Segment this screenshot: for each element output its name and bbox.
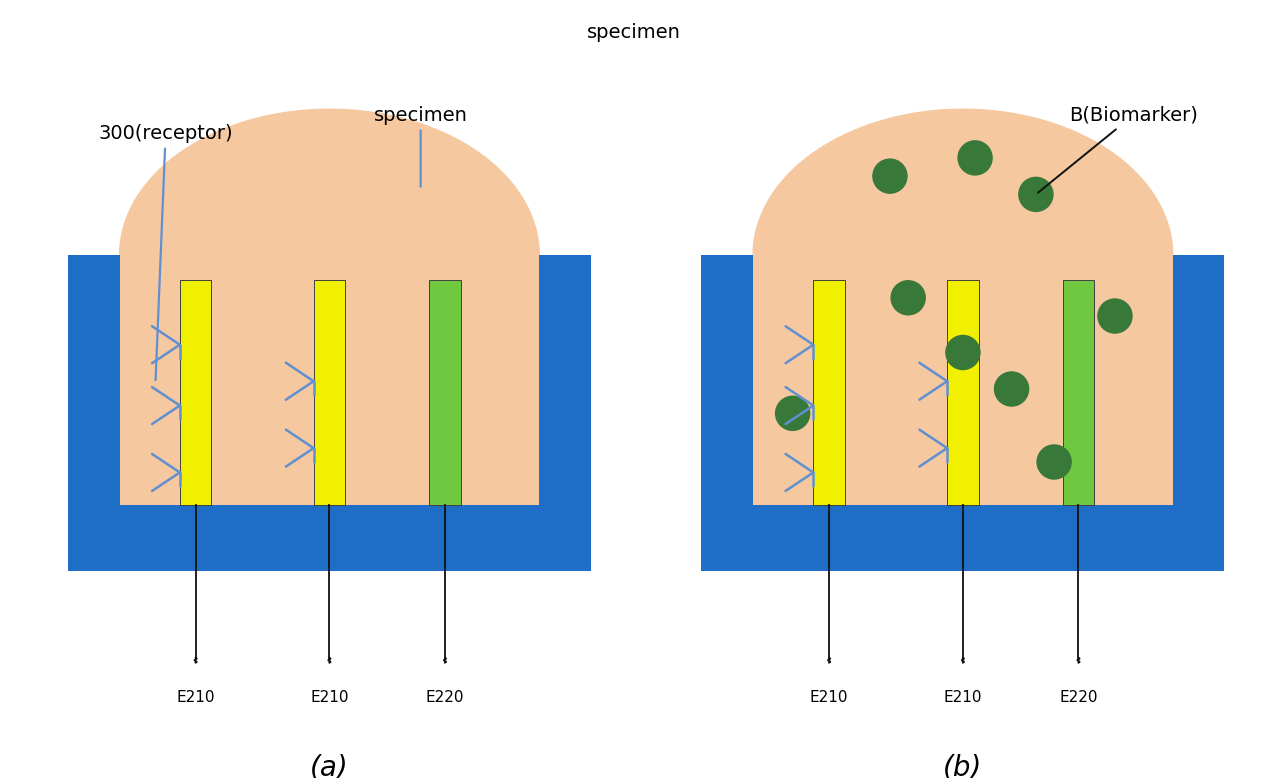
Polygon shape [119, 109, 540, 255]
Bar [314, 279, 345, 505]
Circle shape [891, 281, 925, 315]
Circle shape [1038, 445, 1071, 479]
Bar [813, 279, 845, 505]
Bar [430, 279, 461, 505]
Text: E210: E210 [176, 690, 215, 705]
Bar [753, 255, 1173, 505]
Polygon shape [753, 109, 1173, 255]
Circle shape [1019, 177, 1053, 212]
Circle shape [1098, 299, 1131, 333]
Text: specimen: specimen [587, 23, 680, 42]
Circle shape [775, 396, 810, 430]
Text: (a): (a) [310, 754, 348, 778]
Text: E210: E210 [810, 690, 849, 705]
Bar [180, 279, 212, 505]
Bar [702, 255, 1224, 572]
Circle shape [958, 141, 992, 175]
Text: E220: E220 [1059, 690, 1097, 705]
Text: E210: E210 [310, 690, 348, 705]
Circle shape [995, 372, 1029, 406]
Bar [119, 255, 540, 505]
Bar [119, 255, 540, 505]
Bar [1063, 279, 1095, 505]
Text: E220: E220 [426, 690, 464, 705]
Bar [68, 255, 590, 572]
Bar [753, 255, 1173, 505]
Text: specimen: specimen [374, 106, 468, 187]
Bar [948, 279, 978, 505]
Text: E210: E210 [944, 690, 982, 705]
Circle shape [873, 159, 907, 193]
Text: B(Biomarker): B(Biomarker) [1038, 106, 1197, 193]
Circle shape [946, 335, 979, 370]
Text: (b): (b) [943, 754, 983, 778]
Text: 300(receptor): 300(receptor) [99, 124, 233, 380]
